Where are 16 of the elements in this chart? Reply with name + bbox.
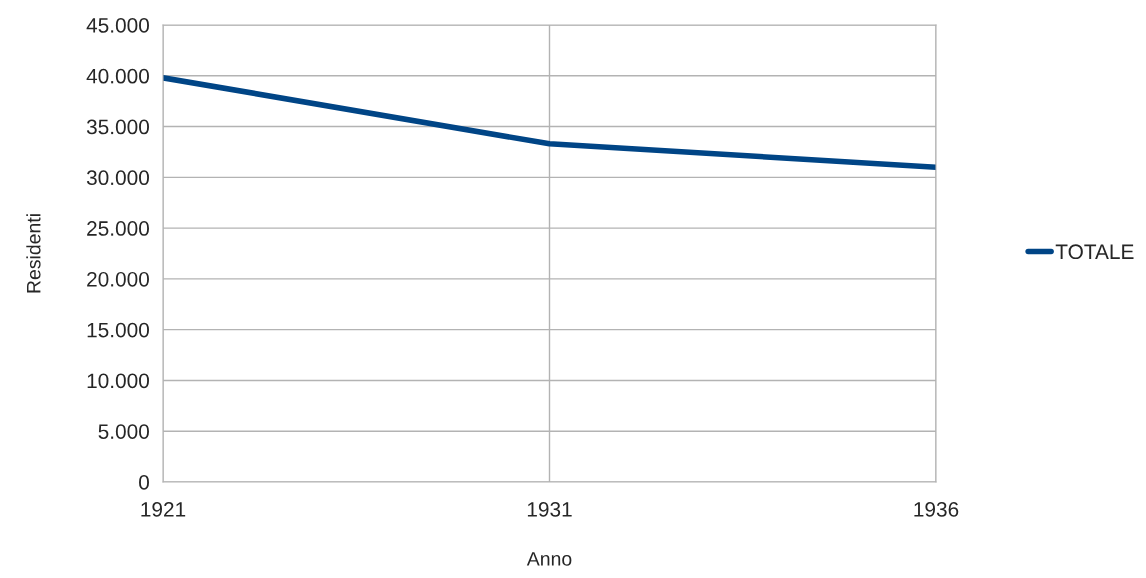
y-tick-label: 20.000 xyxy=(87,271,149,287)
y-tick-label: 0 xyxy=(139,475,149,490)
y-tick-label: 30.000 xyxy=(86,170,149,186)
y-tick-label: 10.000 xyxy=(87,373,149,389)
x-tick-label: 1931 xyxy=(527,501,572,517)
y-tick-label: 40.000 xyxy=(86,68,149,84)
y-tick-label: 35.000 xyxy=(86,119,149,135)
y-axis-title: Residenti xyxy=(26,214,41,293)
y-tick-label: 25.000 xyxy=(87,221,149,236)
x-tick-label: 1936 xyxy=(914,501,959,517)
legend-label: TOTALE xyxy=(1055,244,1134,260)
y-tick-label: 45.000 xyxy=(86,18,149,33)
x-axis-title: Anno xyxy=(526,552,572,566)
y-tick-label: 15.000 xyxy=(87,322,149,338)
x-tick-label: 1921 xyxy=(141,501,186,517)
y-tick-label: 5.000 xyxy=(98,424,149,439)
